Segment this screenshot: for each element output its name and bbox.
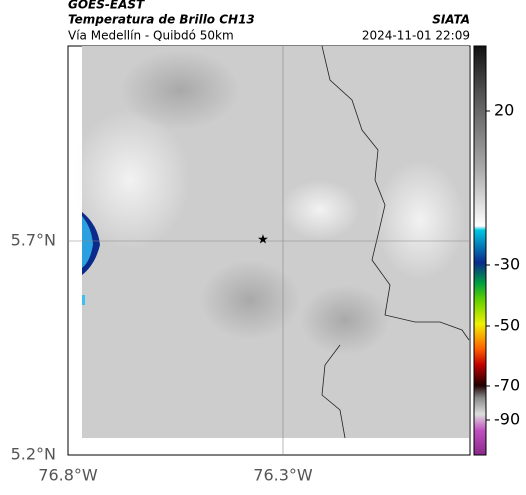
source: SIATA: [432, 13, 470, 27]
region: Vía Medellín - Quibdó 50km: [68, 29, 234, 43]
colorbar-label: 20: [494, 101, 514, 120]
colorbar-label: -50: [494, 316, 520, 335]
colorbar-labels: 20 -30 -50 -70 -90: [486, 101, 520, 429]
lat-label: 5.2°N: [11, 445, 56, 464]
colorbar-label: -30: [494, 255, 520, 274]
map: ★: [67, 45, 471, 456]
lon-label: 76.8°W: [38, 466, 98, 485]
colorbar: [473, 45, 487, 456]
city-marker: ★: [257, 233, 269, 248]
colorbar-label: -70: [494, 376, 520, 395]
timestamp: 2024-11-01 22:09: [362, 29, 470, 43]
colorbar-label: -90: [494, 410, 520, 429]
boundary: [321, 45, 470, 439]
satellite: GOES-EAST: [68, 0, 145, 12]
product: Temperatura de Brillo CH13: [68, 13, 255, 27]
lon-label: 76.3°W: [253, 466, 313, 485]
lat-label: 5.7°N: [11, 231, 56, 250]
